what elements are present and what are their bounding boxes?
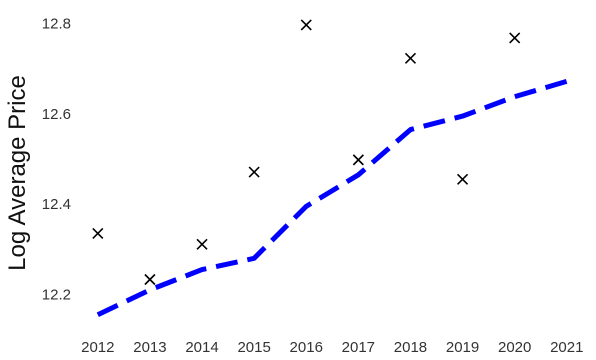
trend-line bbox=[96, 78, 568, 317]
data-point bbox=[144, 273, 156, 286]
x-tick-label: 2015 bbox=[237, 339, 270, 356]
x-tick-label: 2013 bbox=[133, 339, 166, 356]
x-tick-label: 2018 bbox=[394, 339, 427, 356]
x-axis-ticks: 2012 2013 2014 2015 2016 2017 2018 2019 2020 2021 bbox=[81, 339, 583, 356]
data-point bbox=[457, 173, 469, 185]
data-point bbox=[92, 227, 104, 240]
data-point bbox=[300, 19, 312, 31]
data-point bbox=[196, 238, 208, 250]
data-point bbox=[248, 166, 260, 178]
y-tick-label: 12.2 bbox=[42, 286, 71, 303]
x-tick-label: 2020 bbox=[498, 339, 531, 356]
x-tick-label: 2021 bbox=[550, 339, 583, 356]
data-point bbox=[404, 52, 417, 64]
plot-area bbox=[92, 19, 568, 317]
data-point bbox=[352, 154, 364, 166]
y-tick-label: 12.6 bbox=[42, 106, 71, 123]
x-tick-label: 2014 bbox=[185, 339, 218, 356]
y-tick-label: 12.8 bbox=[42, 16, 71, 33]
x-tick-label: 2016 bbox=[290, 339, 323, 356]
y-axis-label: Log Average Price bbox=[4, 75, 31, 271]
x-tick-label: 2017 bbox=[342, 339, 375, 356]
x-tick-label: 2012 bbox=[81, 339, 114, 356]
y-axis-ticks: 12.2 12.4 12.6 12.8 bbox=[42, 16, 71, 304]
y-tick-label: 12.4 bbox=[42, 196, 71, 213]
data-point bbox=[509, 32, 521, 44]
x-tick-label: 2019 bbox=[446, 339, 479, 356]
